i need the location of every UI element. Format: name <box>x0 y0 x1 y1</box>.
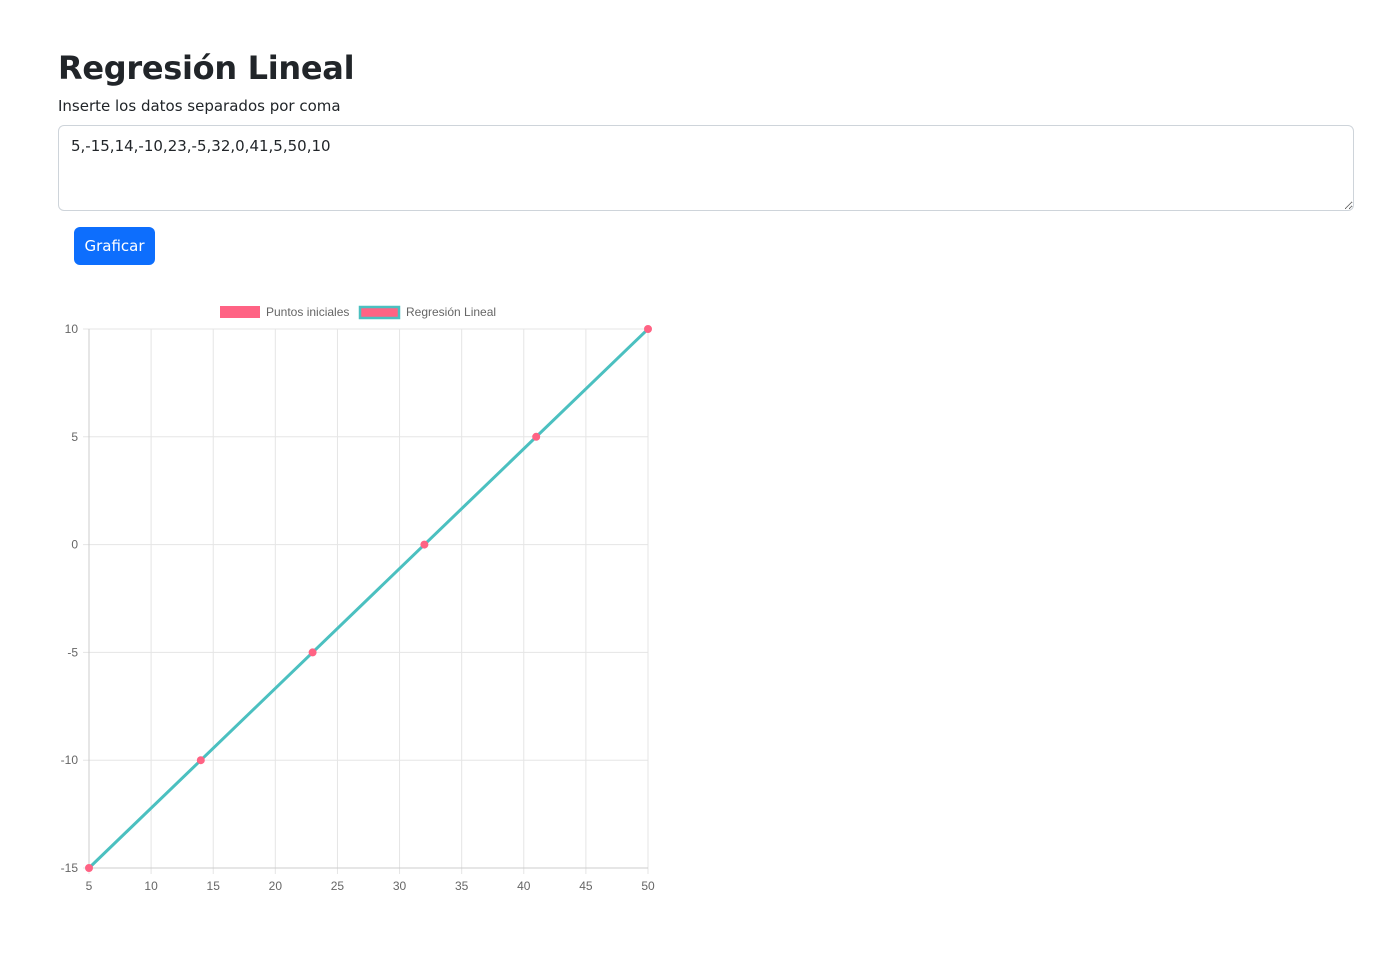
x-tick-label: 10 <box>144 879 158 893</box>
instructions-label: Inserte los datos separados por coma <box>58 97 341 115</box>
y-tick-label: -5 <box>67 645 78 659</box>
y-tick-label: -15 <box>61 861 79 875</box>
legend-swatch <box>358 305 401 320</box>
x-tick-label: 5 <box>86 879 93 893</box>
x-tick-label: 40 <box>517 879 531 893</box>
data-point <box>532 432 541 441</box>
data-point <box>644 325 652 333</box>
legend-item-puntos: Puntos iniciales <box>220 305 349 319</box>
data-point <box>308 648 317 657</box>
page-title: Regresión Lineal <box>58 49 355 87</box>
x-tick-label: 50 <box>641 879 655 893</box>
regression-line <box>87 327 650 870</box>
plot-button[interactable]: Graficar <box>74 227 155 265</box>
legend-label: Puntos iniciales <box>266 305 349 319</box>
chart-legend: Puntos iniciales Regresión Lineal <box>220 305 496 320</box>
y-tick-label: 0 <box>71 538 78 552</box>
legend-label: Regresión Lineal <box>406 305 496 319</box>
legend-swatch <box>220 306 260 318</box>
data-point <box>420 540 429 549</box>
chart-grid <box>83 328 649 874</box>
data-input[interactable]: 5,-15,14,-10,23,-5,32,0,41,5,50,10 <box>58 125 1354 211</box>
x-tick-label: 20 <box>269 879 283 893</box>
legend-item-regresion: Regresión Lineal <box>358 305 496 320</box>
data-point <box>196 756 205 765</box>
x-tick-label: 30 <box>393 879 407 893</box>
y-tick-label: 10 <box>65 322 79 336</box>
chart-series <box>85 325 652 872</box>
x-tick-label: 45 <box>579 879 593 893</box>
x-tick-label: 25 <box>331 879 345 893</box>
x-tick-label: 15 <box>207 879 221 893</box>
y-tick-label: -10 <box>61 753 79 767</box>
y-tick-label: 5 <box>71 430 78 444</box>
data-point <box>85 864 93 872</box>
x-tick-label: 35 <box>455 879 469 893</box>
